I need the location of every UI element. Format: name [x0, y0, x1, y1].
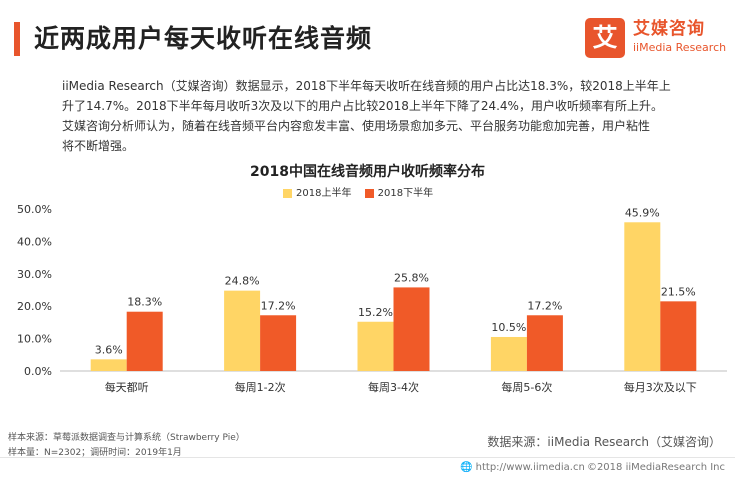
data-source-note: 数据来源：iiMedia Research（艾媒咨询）: [487, 435, 721, 449]
footer-url-text: http://www.iimedia.cn: [475, 462, 585, 473]
legend-swatch-h2: [364, 188, 374, 198]
bar-chart: 0.0% 10.0% 20.0% 30.0% 40.0% 50.0% 3.6% 18.3% 每天…: [17, 203, 727, 394]
legend-label-h1: 2018上半年: [296, 188, 352, 199]
bar-h1: [490, 336, 527, 371]
title-accent-bar: [14, 22, 20, 56]
description-text: iiMedia Research（艾媒咨询）数据显示，2018下半年每天收听在线…: [62, 76, 674, 156]
legend-item-h2: 2018下半年: [364, 184, 434, 199]
footer-url[interactable]: 🌐 http://www.iimedia.cn: [460, 462, 585, 473]
y-tick-label: 0.0%: [24, 365, 52, 378]
brand-logo: 艾 艾媒咨询 iiMedia Research: [585, 18, 730, 58]
logo-chinese-name: 艾媒咨询: [633, 19, 705, 39]
x-tick-label: 每周3-4次: [368, 380, 419, 394]
footer-divider: [0, 457, 735, 458]
chart-title: 2018中国在线音频用户收听频率分布: [250, 164, 485, 180]
legend-label-h2: 2018下半年: [377, 188, 434, 199]
chart-legend: 2018上半年 2018下半年: [283, 184, 443, 199]
data-label: 21.5%: [661, 285, 696, 298]
logo-english-name: iiMedia Research: [633, 41, 727, 54]
globe-icon: 🌐: [460, 462, 473, 473]
bar-h2: [260, 315, 297, 371]
bar-h1: [224, 290, 261, 371]
bar-h2: [126, 311, 163, 371]
footer-copyright: ©2018 iiMediaResearch Inc: [586, 462, 725, 473]
data-label: 17.2%: [261, 299, 296, 312]
data-label: 45.9%: [625, 206, 660, 219]
data-label: 18.3%: [127, 296, 162, 309]
x-tick-label: 每月3次及以下: [624, 380, 697, 394]
data-label: 10.5%: [491, 321, 526, 334]
bar-h1: [90, 359, 127, 371]
description-line: iiMedia Research（艾媒咨询）数据显示，2018下半年每天收听在线…: [62, 79, 671, 93]
x-tick-label: 每周5-6次: [501, 380, 552, 394]
y-tick-label: 30.0%: [17, 268, 52, 281]
bar-h2: [393, 287, 430, 371]
bar-h1: [357, 321, 394, 371]
data-label: 17.2%: [527, 299, 562, 312]
legend-item-h1: 2018上半年: [283, 184, 351, 199]
bar-h2: [526, 315, 563, 371]
legend-swatch-h1: [283, 188, 292, 198]
y-tick-label: 20.0%: [17, 300, 52, 313]
iimedia-logo-icon: 艾: [585, 18, 625, 58]
y-tick-label: 50.0%: [17, 203, 52, 216]
x-tick-label: 每周1-2次: [235, 380, 286, 394]
description-line: 升了14.7%。2018下半年每月收听3次及以下的用户占比较2018上半年下降了…: [62, 99, 663, 113]
sample-source-note: 样本来源：草莓派数据调查与计算系统（Strawberry Pie）: [8, 433, 245, 443]
bar-h1: [624, 222, 661, 371]
data-label: 15.2%: [358, 306, 393, 319]
bar-h2: [660, 301, 697, 371]
y-tick-label: 10.0%: [17, 333, 52, 346]
data-label: 3.6%: [95, 343, 123, 356]
sample-size-note: 样本量：N=2302；调研时间：2019年1月: [8, 448, 182, 458]
description-line: 将不断增强。: [62, 139, 135, 153]
description-line: 艾媒咨询分析师认为，随着在线音频平台内容愈发丰富、使用场景愈加多元、平台服务功能…: [62, 119, 651, 133]
page-header: 近两成用户每天收听在线音频 艾 艾媒咨询 iiMedia Research: [0, 0, 735, 68]
data-label: 25.8%: [394, 271, 429, 284]
x-tick-label: 每天都听: [105, 380, 149, 394]
data-label: 24.8%: [225, 275, 260, 288]
page-title: 近两成用户每天收听在线音频: [34, 24, 373, 53]
y-tick-label: 40.0%: [17, 235, 52, 248]
